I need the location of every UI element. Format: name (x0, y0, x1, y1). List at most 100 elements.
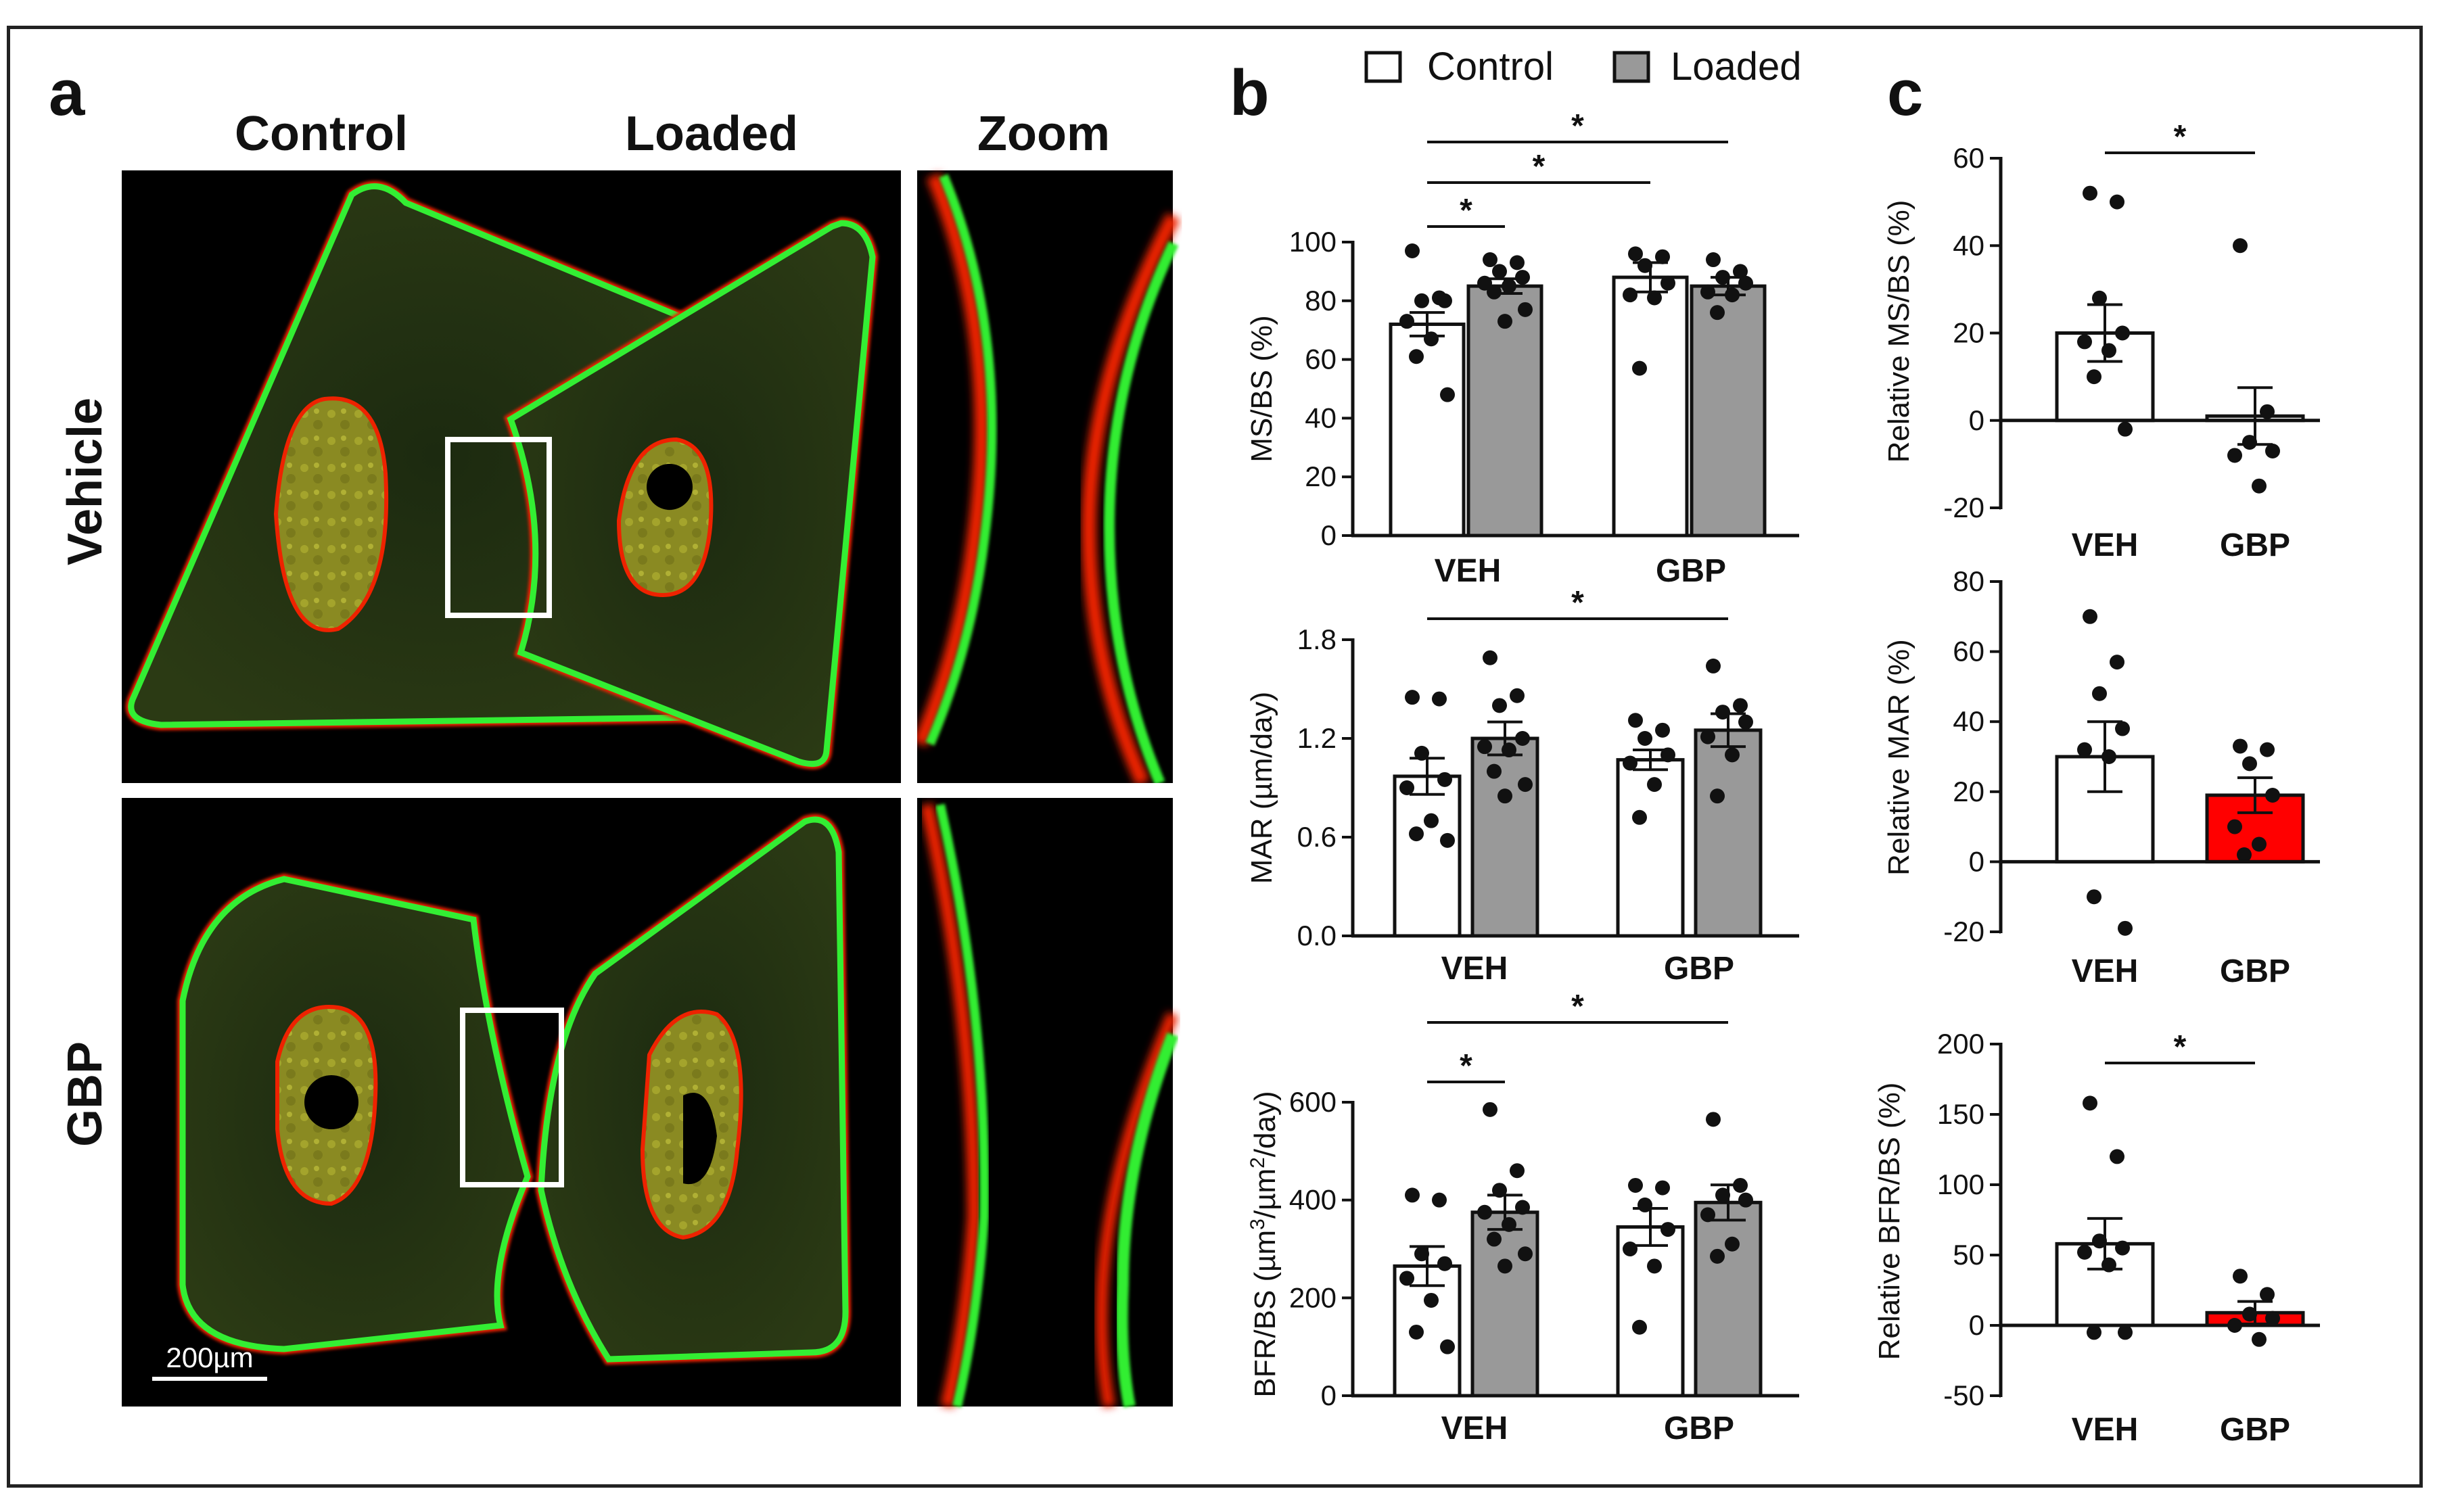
y-axis-label-part: 2 (1247, 1157, 1269, 1168)
data-point (2087, 1325, 2101, 1340)
data-point (1660, 747, 1675, 763)
data-point (1440, 832, 1455, 848)
chart-relative-bfr-bs: -50 0 50 100 150 200 VEH GBP Relative BFR/BS (%)… (1873, 1028, 2320, 1448)
row-separator (122, 783, 1173, 798)
y-axis-label: Relative MAR (%) (1882, 639, 1915, 876)
bar-gbp-control (1612, 275, 1689, 538)
data-point (1497, 314, 1512, 329)
data-point (2083, 609, 2097, 624)
data-point (1492, 698, 1507, 713)
category-label: VEH (2072, 1412, 2139, 1448)
data-point (1733, 1177, 1748, 1193)
column-header-zoom: Zoom (977, 107, 1110, 161)
bar-gbp-loaded (1690, 284, 1767, 538)
data-point (1510, 255, 1525, 270)
significance-star: * (1571, 989, 1584, 1024)
chart-bfr-bs: 0 200 400 600 VEH GBP BFR/BS (µm3/µm2/day) * * (1247, 989, 1799, 1446)
data-point (1405, 243, 1420, 259)
y-tick-label: 600 (1289, 1086, 1337, 1118)
y-tick-label: 200 (1937, 1028, 1984, 1060)
legend: Control Loaded (1364, 45, 1802, 89)
data-point (1437, 772, 1452, 787)
significance-star: * (2174, 1029, 2187, 1065)
data-point (1710, 1248, 1725, 1264)
y-tick-label: 0.6 (1297, 821, 1337, 853)
data-point (1623, 287, 1637, 303)
data-point (1738, 275, 1753, 291)
data-point (1706, 1112, 1721, 1127)
data-point (1399, 780, 1414, 795)
bar-gbp-loaded (1694, 1200, 1763, 1398)
y-axis-label: MS/BS (%) (1245, 315, 1278, 463)
y-tick-label: -20 (1943, 492, 1984, 523)
data-point (1632, 809, 1647, 825)
data-point (1632, 1319, 1647, 1335)
data-point (2265, 443, 2280, 458)
data-point (2252, 478, 2267, 494)
y-tick-label: 0 (1321, 519, 1337, 551)
data-point (2110, 194, 2124, 210)
data-point (2115, 1240, 2130, 1256)
category-label: VEH (1441, 1411, 1508, 1446)
data-point (1492, 1183, 1507, 1198)
micrograph-vehicle (122, 170, 1180, 786)
data-point (2233, 238, 2248, 254)
data-point (1738, 714, 1753, 730)
data-point (1706, 658, 1721, 674)
bar-gbp-loaded (1694, 728, 1763, 938)
data-point (1715, 270, 1730, 285)
chart-ms-bs: 0 20 40 60 80 100 VEH GBP MS/BS (%) * * * (1245, 108, 1799, 589)
legend-control-label: Control (1427, 45, 1554, 89)
data-point (2260, 404, 2275, 419)
column-header-control: Control (235, 107, 408, 161)
chart-relative-mar: -20 0 20 40 60 80 VEH GBP Relative MAR (%) (1882, 565, 2320, 989)
category-label: VEH (2072, 953, 2139, 989)
significance-star: * (1533, 149, 1546, 185)
data-point (2110, 1149, 2124, 1164)
category-label: VEH (1435, 553, 1502, 589)
y-tick-label: 40 (1953, 705, 1984, 737)
significance-star: * (1460, 1048, 1472, 1084)
data-point (1623, 755, 1637, 771)
data-point (2242, 435, 2257, 450)
data-point (1733, 698, 1748, 713)
data-point (2265, 1310, 2280, 1326)
data-point (2115, 325, 2130, 341)
data-point (1437, 1256, 1452, 1271)
data-point (1405, 1187, 1420, 1203)
data-point (2242, 756, 2257, 772)
data-point (1424, 1292, 1439, 1308)
data-point (1502, 279, 1516, 294)
category-label: GBP (1656, 553, 1726, 589)
y-tick-label: 80 (1305, 285, 1337, 316)
data-point (1518, 1246, 1533, 1262)
data-point (1660, 1222, 1675, 1237)
data-point (1409, 826, 1424, 842)
y-tick-label: 0 (1321, 1379, 1337, 1411)
data-point (1637, 1197, 1652, 1212)
data-point (1725, 1236, 1740, 1252)
data-point (1405, 690, 1420, 705)
data-point (1715, 705, 1730, 720)
data-point (1515, 270, 1530, 285)
legend-loaded-label: Loaded (1671, 45, 1802, 89)
data-point (1700, 729, 1715, 745)
data-point (1632, 360, 1647, 376)
data-point (1502, 1216, 1516, 1232)
y-tick-label: -20 (1943, 916, 1984, 947)
y-axis-label: Relative BFR/BS (%) (1873, 1083, 1906, 1361)
y-tick-label: 20 (1953, 317, 1984, 349)
data-point (1440, 387, 1455, 402)
data-point (1647, 777, 1662, 793)
significance-star: * (1571, 585, 1584, 621)
zoom-separator (901, 170, 917, 1407)
y-tick-label: 100 (1937, 1168, 1984, 1200)
data-point (1510, 1163, 1525, 1179)
significance-star: * (1460, 193, 1472, 229)
data-point (1660, 275, 1675, 291)
y-tick-label: 0 (1969, 1309, 1984, 1341)
y-axis-label-part: BFR/BS (µm (1249, 1230, 1282, 1398)
data-point (2227, 448, 2242, 463)
category-label: GBP (2220, 953, 2290, 989)
data-point (2265, 787, 2280, 803)
